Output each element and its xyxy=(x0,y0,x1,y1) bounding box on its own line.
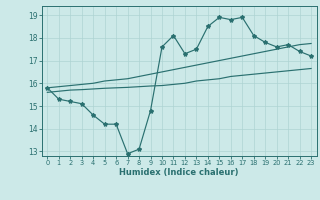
X-axis label: Humidex (Indice chaleur): Humidex (Indice chaleur) xyxy=(119,168,239,177)
